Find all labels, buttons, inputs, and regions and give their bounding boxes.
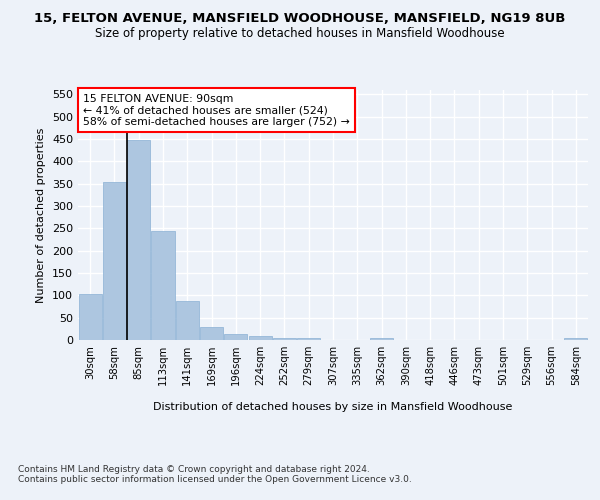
Bar	[297, 338, 320, 340]
Text: 15, FELTON AVENUE, MANSFIELD WOODHOUSE, MANSFIELD, NG19 8UB: 15, FELTON AVENUE, MANSFIELD WOODHOUSE, …	[34, 12, 566, 26]
Bar	[224, 334, 247, 340]
Bar	[176, 301, 199, 340]
Bar	[103, 182, 126, 340]
Text: Contains HM Land Registry data © Crown copyright and database right 2024.
Contai: Contains HM Land Registry data © Crown c…	[18, 465, 412, 484]
Text: Size of property relative to detached houses in Mansfield Woodhouse: Size of property relative to detached ho…	[95, 28, 505, 40]
Bar	[248, 336, 272, 340]
Bar	[151, 230, 175, 340]
Text: Distribution of detached houses by size in Mansfield Woodhouse: Distribution of detached houses by size …	[154, 402, 512, 412]
Bar	[273, 338, 296, 340]
Y-axis label: Number of detached properties: Number of detached properties	[37, 128, 46, 302]
Text: 15 FELTON AVENUE: 90sqm
← 41% of detached houses are smaller (524)
58% of semi-d: 15 FELTON AVENUE: 90sqm ← 41% of detache…	[83, 94, 350, 127]
Bar	[127, 140, 150, 340]
Bar	[565, 338, 587, 340]
Bar	[200, 326, 223, 340]
Bar	[370, 338, 393, 340]
Bar	[79, 294, 101, 340]
